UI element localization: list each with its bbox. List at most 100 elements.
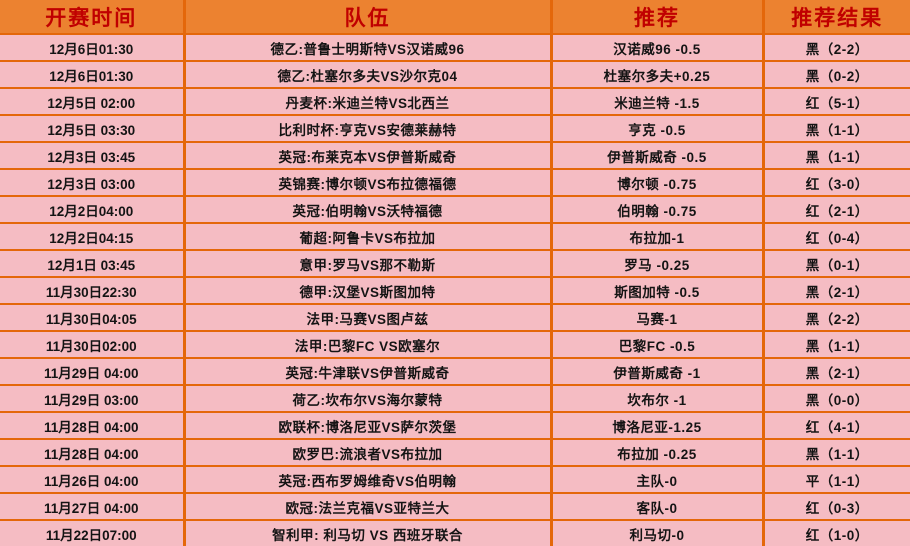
- match-teams: 丹麦杯:米迪兰特VS北西兰: [184, 88, 553, 116]
- match-teams: 德乙:杜塞尔多夫VS沙尔克04: [184, 61, 553, 89]
- match-teams: 德乙:普鲁士明斯特VS汉诺威96: [184, 34, 553, 62]
- match-pick: 巴黎FC -0.5: [551, 331, 765, 359]
- match-pick: 罗马 -0.25: [551, 250, 765, 278]
- table-row: 11月29日 04:00 英冠:牛津联VS伊普斯威奇 伊普斯威奇 -1 黑（2-1）: [0, 358, 910, 386]
- match-pick: 马赛-1: [551, 304, 765, 332]
- match-result: 黑（2-1）: [763, 277, 910, 305]
- table-row: 12月5日 02:00 丹麦杯:米迪兰特VS北西兰 米迪兰特 -1.5 红（5-1）: [0, 88, 910, 116]
- match-pick: 博洛尼亚-1.25: [551, 412, 765, 440]
- table-row: 12月2日04:00 英冠:伯明翰VS沃特福德 伯明翰 -0.75 红（2-1）: [0, 196, 910, 224]
- match-result: 黑（1-1）: [763, 115, 910, 143]
- match-teams: 英冠:西布罗姆维奇VS伯明翰: [184, 466, 553, 494]
- match-teams: 英冠:牛津联VS伊普斯威奇: [184, 358, 553, 386]
- match-teams: 比利时杯:亨克VS安德莱赫特: [184, 115, 553, 143]
- match-time: 12月5日 02:00: [0, 88, 186, 116]
- table-header-row: 开赛时间 队伍 推荐 推荐结果: [0, 0, 910, 35]
- match-time: 11月28日 04:00: [0, 439, 186, 467]
- match-time: 11月28日 04:00: [0, 412, 186, 440]
- match-result: 黑（2-2）: [763, 34, 910, 62]
- table-body: 12月6日01:30 德乙:普鲁士明斯特VS汉诺威96 汉诺威96 -0.5 黑（2-…: [0, 34, 910, 546]
- match-result: 红（3-0）: [763, 169, 910, 197]
- table-row: 11月30日04:05 法甲:马赛VS图卢兹 马赛-1 黑（2-2）: [0, 304, 910, 332]
- match-result: 黑（1-1）: [763, 142, 910, 170]
- match-time: 11月22日07:00: [0, 520, 186, 546]
- match-teams: 意甲:罗马VS那不勒斯: [184, 250, 553, 278]
- match-pick: 杜塞尔多夫+0.25: [551, 61, 765, 89]
- match-pick: 博尔顿 -0.75: [551, 169, 765, 197]
- column-header-teams: 队伍: [184, 0, 553, 35]
- table-row: 12月6日01:30 德乙:普鲁士明斯特VS汉诺威96 汉诺威96 -0.5 黑（2-…: [0, 34, 910, 62]
- match-time: 11月26日 04:00: [0, 466, 186, 494]
- match-result: 红（2-1）: [763, 196, 910, 224]
- match-pick: 布拉加-1: [551, 223, 765, 251]
- match-time: 11月30日02:00: [0, 331, 186, 359]
- table-row: 11月30日02:00 法甲:巴黎FC VS欧塞尔 巴黎FC -0.5 黑（1-1）: [0, 331, 910, 359]
- match-pick: 利马切-0: [551, 520, 765, 546]
- match-teams: 法甲:马赛VS图卢兹: [184, 304, 553, 332]
- match-result: 红（5-1）: [763, 88, 910, 116]
- match-pick: 伊普斯威奇 -1: [551, 358, 765, 386]
- table-row: 12月6日01:30 德乙:杜塞尔多夫VS沙尔克04 杜塞尔多夫+0.25 黑（0-2…: [0, 61, 910, 89]
- table-row: 12月1日 03:45 意甲:罗马VS那不勒斯 罗马 -0.25 黑（0-1）: [0, 250, 910, 278]
- table-row: 12月3日 03:45 英冠:布莱克本VS伊普斯威奇 伊普斯威奇 -0.5 黑（1-1…: [0, 142, 910, 170]
- match-time: 11月29日 03:00: [0, 385, 186, 413]
- match-result: 平（1-1）: [763, 466, 910, 494]
- match-teams: 德甲:汉堡VS斯图加特: [184, 277, 553, 305]
- table-row: 11月27日 04:00 欧冠:法兰克福VS亚特兰大 客队-0 红（0-3）: [0, 493, 910, 521]
- match-teams: 英锦赛:博尔顿VS布拉德福德: [184, 169, 553, 197]
- match-teams: 欧联杯:博洛尼亚VS萨尔茨堡: [184, 412, 553, 440]
- match-result: 黑（0-2）: [763, 61, 910, 89]
- match-result: 黑（1-1）: [763, 439, 910, 467]
- table-row: 12月2日04:15 葡超:阿鲁卡VS布拉加 布拉加-1 红（0-4）: [0, 223, 910, 251]
- match-time: 12月3日 03:45: [0, 142, 186, 170]
- column-header-pick: 推荐: [551, 0, 765, 35]
- match-time: 12月6日01:30: [0, 34, 186, 62]
- table-row: 12月5日 03:30 比利时杯:亨克VS安德莱赫特 亨克 -0.5 黑（1-1）: [0, 115, 910, 143]
- match-teams: 欧罗巴:流浪者VS布拉加: [184, 439, 553, 467]
- match-teams: 葡超:阿鲁卡VS布拉加: [184, 223, 553, 251]
- match-pick: 主队-0: [551, 466, 765, 494]
- match-time: 12月6日01:30: [0, 61, 186, 89]
- table-row: 11月26日 04:00 英冠:西布罗姆维奇VS伯明翰 主队-0 平（1-1）: [0, 466, 910, 494]
- match-teams: 法甲:巴黎FC VS欧塞尔: [184, 331, 553, 359]
- match-teams: 欧冠:法兰克福VS亚特兰大: [184, 493, 553, 521]
- match-result: 红（4-1）: [763, 412, 910, 440]
- match-time: 12月1日 03:45: [0, 250, 186, 278]
- match-teams: 智利甲: 利马切 VS 西班牙联合: [184, 520, 553, 546]
- match-time: 11月27日 04:00: [0, 493, 186, 521]
- match-pick: 布拉加 -0.25: [551, 439, 765, 467]
- match-pick: 伊普斯威奇 -0.5: [551, 142, 765, 170]
- match-result: 黑（0-1）: [763, 250, 910, 278]
- match-result: 黑（1-1）: [763, 331, 910, 359]
- table-row: 12月3日 03:00 英锦赛:博尔顿VS布拉德福德 博尔顿 -0.75 红（3-0）: [0, 169, 910, 197]
- match-result: 黑（2-2）: [763, 304, 910, 332]
- table-row: 11月29日 03:00 荷乙:坎布尔VS海尔蒙特 坎布尔 -1 黑（0-0）: [0, 385, 910, 413]
- column-header-time: 开赛时间: [0, 0, 186, 35]
- match-time: 11月30日04:05: [0, 304, 186, 332]
- match-time: 12月5日 03:30: [0, 115, 186, 143]
- match-time: 11月29日 04:00: [0, 358, 186, 386]
- match-pick: 斯图加特 -0.5: [551, 277, 765, 305]
- match-pick: 伯明翰 -0.75: [551, 196, 765, 224]
- match-time: 12月2日04:00: [0, 196, 186, 224]
- match-pick: 坎布尔 -1: [551, 385, 765, 413]
- match-time: 12月3日 03:00: [0, 169, 186, 197]
- match-time: 12月2日04:15: [0, 223, 186, 251]
- match-pick: 米迪兰特 -1.5: [551, 88, 765, 116]
- match-teams: 英冠:伯明翰VS沃特福德: [184, 196, 553, 224]
- match-teams: 荷乙:坎布尔VS海尔蒙特: [184, 385, 553, 413]
- match-pick: 亨克 -0.5: [551, 115, 765, 143]
- match-result: 红（0-4）: [763, 223, 910, 251]
- match-result: 红（0-3）: [763, 493, 910, 521]
- table-row: 11月30日22:30 德甲:汉堡VS斯图加特 斯图加特 -0.5 黑（2-1）: [0, 277, 910, 305]
- match-result: 黑（2-1）: [763, 358, 910, 386]
- column-header-result: 推荐结果: [763, 0, 910, 35]
- table-row: 11月28日 04:00 欧罗巴:流浪者VS布拉加 布拉加 -0.25 黑（1-1）: [0, 439, 910, 467]
- match-teams: 英冠:布莱克本VS伊普斯威奇: [184, 142, 553, 170]
- table-row: 11月22日07:00 智利甲: 利马切 VS 西班牙联合 利马切-0 红（1-0）: [0, 520, 910, 546]
- match-time: 11月30日22:30: [0, 277, 186, 305]
- match-result: 黑（0-0）: [763, 385, 910, 413]
- match-pick: 客队-0: [551, 493, 765, 521]
- table-header: 开赛时间 队伍 推荐 推荐结果: [0, 0, 910, 35]
